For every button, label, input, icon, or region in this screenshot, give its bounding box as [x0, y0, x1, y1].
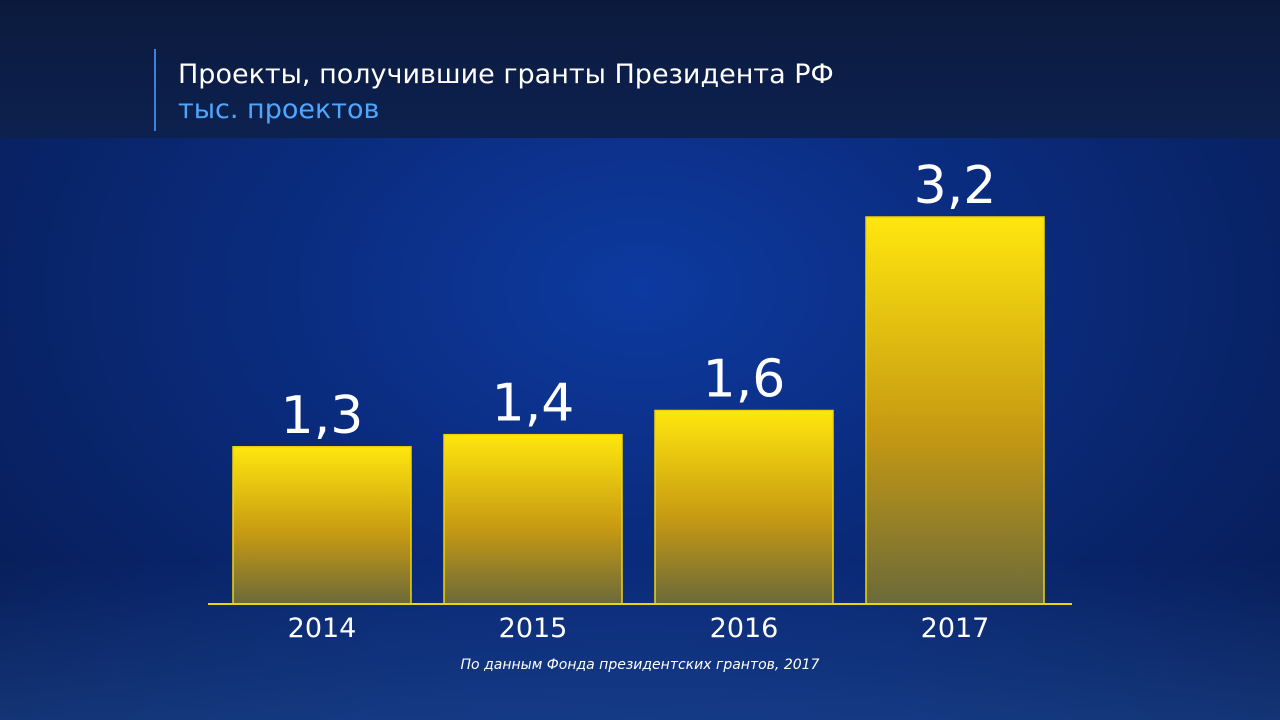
bar-2017	[865, 216, 1045, 605]
background-glow	[0, 560, 1280, 720]
x-tick-label-2014: 2014	[288, 613, 357, 644]
value-label-2015: 1,4	[492, 374, 575, 434]
value-label-2014: 1,3	[281, 386, 364, 446]
x-tick-label-2017: 2017	[921, 613, 990, 644]
header-divider	[154, 49, 156, 131]
bar-2015	[443, 433, 623, 605]
bar-2014	[232, 446, 412, 605]
header-band	[0, 0, 1280, 138]
chart-title: Проекты, получившие гранты Президента РФ	[178, 59, 834, 90]
value-label-2017: 3,2	[914, 156, 997, 216]
value-label-2016: 1,6	[703, 350, 786, 410]
x-tick-label-2015: 2015	[499, 613, 568, 644]
bar-2016	[654, 409, 834, 605]
x-tick-label-2016: 2016	[710, 613, 779, 644]
source-note: По данным Фонда президентских грантов, 2…	[460, 657, 820, 673]
chart-unit-subtitle: тыс. проектов	[178, 94, 380, 125]
